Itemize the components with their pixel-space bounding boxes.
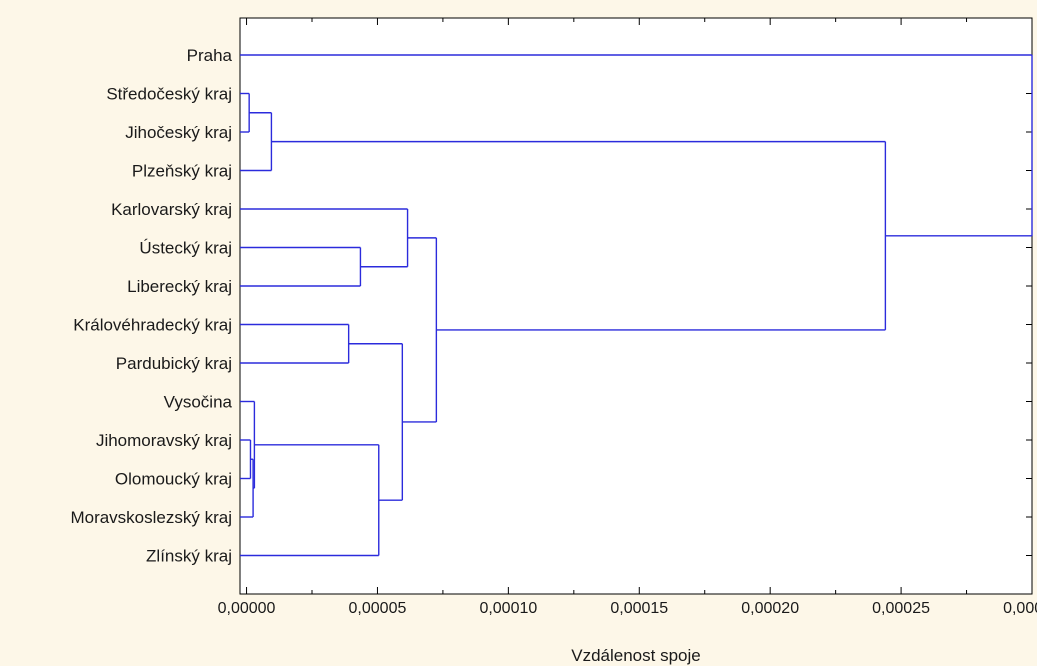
leaf-label: Pardubický kraj xyxy=(116,354,232,373)
x-tick-labels: 0,00000 0,00005 0,00010 0,00015 0,00020 0,000… xyxy=(218,600,1037,617)
x-tick-label: 0,00020 xyxy=(741,600,799,617)
x-tick-label: 0,00025 xyxy=(872,600,930,617)
leaf-label: Liberecký kraj xyxy=(127,277,232,296)
x-tick-label: 0,00015 xyxy=(610,600,668,617)
dendrogram-branches xyxy=(240,54,1033,557)
plot-area xyxy=(239,17,1033,595)
leaf-labels: Praha Středočeský kraj Jihočeský kraj Plzeň… xyxy=(70,46,232,566)
leaf-label: Olomoucký kraj xyxy=(115,470,232,489)
leaf-label: Moravskoslezský kraj xyxy=(70,508,232,527)
leaf-label: Zlínský kraj xyxy=(146,547,232,566)
x-tick-label: 0,00030 xyxy=(1003,600,1037,617)
x-tick-label: 0,00005 xyxy=(349,600,407,617)
leaf-label: Jihomoravský kraj xyxy=(96,431,232,450)
leaf-label: Praha xyxy=(187,46,233,65)
leaf-label: Ústecký kraj xyxy=(139,239,232,258)
leaf-label: Karlovarský kraj xyxy=(111,200,232,219)
leaf-label: Středočeský kraj xyxy=(106,85,232,104)
x-tick-label: 0,00000 xyxy=(218,600,276,617)
x-tick-label: 0,00010 xyxy=(479,600,537,617)
leaf-label: Jihočeský kraj xyxy=(125,123,232,142)
leaf-label: Královéhradecký kraj xyxy=(73,316,232,335)
x-axis-title: Vzdálenost spoje xyxy=(571,646,700,665)
leaf-label: Vysočina xyxy=(164,393,233,412)
leaf-label: Plzeňský kraj xyxy=(132,162,232,181)
